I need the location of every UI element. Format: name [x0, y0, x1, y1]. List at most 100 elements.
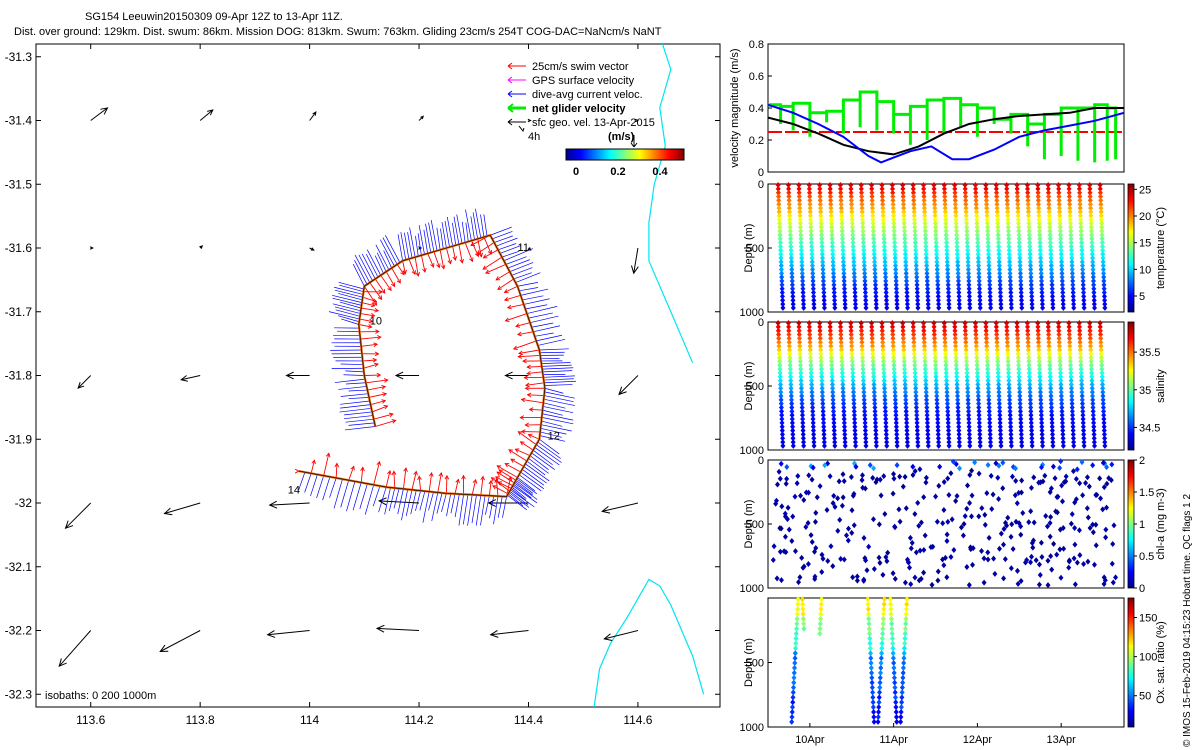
temperature-point: [1056, 182, 1062, 189]
salinity-point: [780, 435, 786, 442]
temperature-point: [942, 205, 948, 212]
salinity-point: [943, 373, 949, 380]
temperature-point: [1066, 185, 1072, 192]
salinity-point: [1068, 377, 1074, 384]
temperature-point: [901, 216, 907, 223]
swim-vector-head: [360, 466, 365, 472]
dac-vector: [431, 492, 439, 522]
chlorophyll-point: [778, 460, 784, 467]
salinity-point: [1056, 323, 1062, 330]
oxygen-point: [902, 630, 908, 637]
salinity-point: [1077, 327, 1083, 334]
dac-vector: [539, 348, 569, 351]
temperature-point: [862, 285, 868, 292]
salinity-point: [984, 350, 990, 357]
temperature-point: [1087, 197, 1093, 204]
swim-vector-head: [480, 475, 485, 481]
salinity-point: [820, 412, 826, 419]
salinity-point: [859, 343, 865, 350]
swim-vector: [508, 449, 528, 462]
salinity-point: [1079, 400, 1085, 407]
salinity-point: [850, 385, 856, 392]
temperature-point: [821, 281, 827, 288]
salinity-point: [1026, 362, 1032, 369]
temperature-point: [1070, 293, 1076, 300]
dac-vector: [384, 487, 391, 515]
salinity-point: [1070, 427, 1076, 434]
salinity-point: [817, 320, 823, 327]
swim-vector-head: [517, 431, 523, 436]
temperature-point: [913, 258, 919, 265]
temperature-point: [1079, 254, 1085, 261]
temperature-point: [1068, 228, 1074, 235]
temperature-point: [778, 254, 784, 261]
temperature-point: [841, 274, 847, 281]
salinity-point: [964, 366, 970, 373]
temperature-point: [869, 185, 875, 192]
temperature-point: [931, 182, 937, 189]
temperature-point: [1090, 278, 1096, 285]
temperature-point: [988, 304, 994, 311]
salinity-point: [863, 442, 869, 449]
salinity-point: [915, 442, 921, 449]
temperature-point: [808, 224, 814, 231]
salinity-point: [809, 385, 815, 392]
chlorophyll-point: [784, 516, 790, 523]
chlorophyll-point: [1000, 459, 1006, 466]
temperature-point: [1056, 189, 1062, 196]
track-day-label: 10: [370, 316, 382, 328]
oxygen-point: [898, 704, 904, 711]
salinity-point: [963, 343, 969, 350]
swim-vector-head: [496, 465, 502, 470]
temperature-point: [1005, 224, 1011, 231]
temperature-point: [809, 239, 815, 246]
salinity-point: [860, 358, 866, 365]
salinity-point: [884, 439, 890, 446]
velocity-ytick-label: 0.6: [749, 71, 764, 83]
temperature-point: [891, 235, 897, 242]
temperature-point: [1078, 235, 1084, 242]
salinity-point: [1016, 377, 1022, 384]
salinity-colorbar-label: 35.5: [1139, 347, 1160, 359]
swim-vector: [510, 458, 525, 467]
salinity-point: [904, 435, 910, 442]
temperature-point: [881, 239, 887, 246]
salinity-point: [956, 439, 962, 446]
swim-vector-head: [381, 384, 387, 390]
salinity-point: [1016, 362, 1022, 369]
temperature-point: [1067, 216, 1073, 223]
swim-vector-head: [391, 419, 397, 424]
salinity-point: [1099, 369, 1105, 376]
temperature-point: [1015, 197, 1021, 204]
salinity-point: [977, 435, 983, 442]
temperature-point: [983, 197, 989, 204]
temperature-point: [1029, 289, 1035, 296]
temperature-point: [911, 197, 917, 204]
temperature-point: [1026, 220, 1032, 227]
temperature-point: [776, 205, 782, 212]
temperature-point: [838, 193, 844, 200]
temperature-point: [997, 274, 1003, 281]
salinity-point: [841, 408, 847, 415]
swim-vector-head: [294, 468, 300, 474]
salinity-point: [974, 358, 980, 365]
salinity-point: [880, 346, 886, 353]
chlorophyll-point: [929, 581, 935, 588]
temperature-point: [1015, 201, 1021, 208]
chlorophyll-point: [867, 462, 873, 469]
temperature-point: [1005, 212, 1011, 219]
chlorophyll-point: [1047, 519, 1053, 526]
chlorophyll-point: [819, 568, 825, 575]
chlorophyll-point: [792, 548, 798, 555]
chlorophyll-point: [1028, 553, 1034, 560]
salinity-point: [1081, 427, 1087, 434]
salinity-point: [1098, 346, 1104, 353]
chlorophyll-point: [953, 498, 959, 505]
copyright-note: © IMOS 15-Feb-2019 04:15:23 Hobart time.…: [1182, 494, 1193, 747]
salinity-point: [862, 416, 868, 423]
salinity-point: [900, 327, 906, 334]
salinity-point: [1029, 442, 1035, 449]
dac-vector: [339, 301, 362, 309]
salinity-point: [1036, 343, 1042, 350]
